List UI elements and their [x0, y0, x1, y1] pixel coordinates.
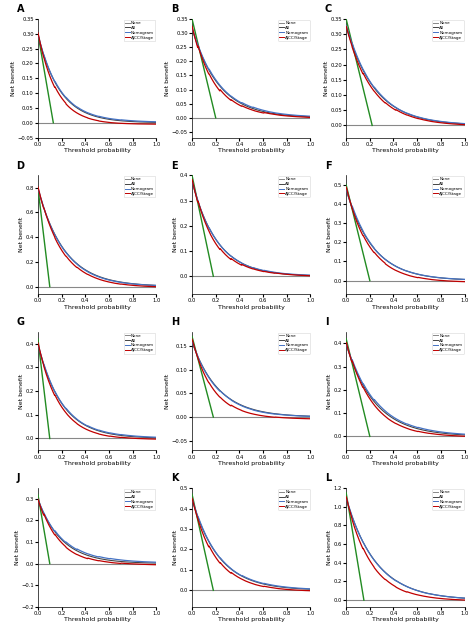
Y-axis label: Net benefit: Net benefit — [19, 374, 24, 409]
Y-axis label: Net benefit: Net benefit — [327, 530, 332, 565]
Y-axis label: Net benefit: Net benefit — [324, 61, 329, 96]
Y-axis label: Net benefit: Net benefit — [165, 374, 170, 409]
Text: E: E — [171, 161, 177, 171]
Legend: None, All, Nomogram, AJCC/Stage: None, All, Nomogram, AJCC/Stage — [432, 176, 464, 197]
Text: A: A — [17, 4, 24, 14]
Y-axis label: Net benefit: Net benefit — [173, 217, 178, 252]
Legend: None, All, Nomogram, AJCC/Stage: None, All, Nomogram, AJCC/Stage — [124, 20, 155, 41]
X-axis label: Threshold probability: Threshold probability — [372, 305, 439, 310]
Text: D: D — [17, 161, 25, 171]
Y-axis label: Net benefit: Net benefit — [327, 374, 332, 409]
Text: K: K — [171, 473, 178, 483]
Text: G: G — [17, 317, 25, 327]
Y-axis label: Net benefit: Net benefit — [327, 217, 332, 252]
Legend: None, All, Nomogram, AJCC/Stage: None, All, Nomogram, AJCC/Stage — [278, 489, 310, 510]
Text: H: H — [171, 317, 179, 327]
X-axis label: Threshold probability: Threshold probability — [372, 617, 439, 623]
X-axis label: Threshold probability: Threshold probability — [218, 148, 285, 153]
Text: L: L — [325, 473, 331, 483]
X-axis label: Threshold probability: Threshold probability — [64, 148, 130, 153]
X-axis label: Threshold probability: Threshold probability — [372, 148, 439, 153]
Legend: None, All, Nomogram, AJCC/Stage: None, All, Nomogram, AJCC/Stage — [278, 20, 310, 41]
Text: I: I — [325, 317, 328, 327]
Y-axis label: Net benefit: Net benefit — [173, 530, 178, 565]
X-axis label: Threshold probability: Threshold probability — [64, 617, 130, 623]
Legend: None, All, Nomogram, AJCC/Stage: None, All, Nomogram, AJCC/Stage — [124, 176, 155, 197]
X-axis label: Threshold probability: Threshold probability — [218, 617, 285, 623]
X-axis label: Threshold probability: Threshold probability — [64, 461, 130, 466]
X-axis label: Threshold probability: Threshold probability — [372, 461, 439, 466]
Y-axis label: Net benefit: Net benefit — [15, 530, 19, 565]
Y-axis label: Net benefit: Net benefit — [11, 61, 16, 96]
Legend: None, All, Nomogram, AJCC/Stage: None, All, Nomogram, AJCC/Stage — [278, 176, 310, 197]
X-axis label: Threshold probability: Threshold probability — [218, 305, 285, 310]
Text: J: J — [17, 473, 20, 483]
Legend: None, All, Nomogram, AJCC/Stage: None, All, Nomogram, AJCC/Stage — [124, 489, 155, 510]
Legend: None, All, Nomogram, AJCC/Stage: None, All, Nomogram, AJCC/Stage — [432, 489, 464, 510]
Text: C: C — [325, 4, 332, 14]
Text: F: F — [325, 161, 331, 171]
X-axis label: Threshold probability: Threshold probability — [218, 461, 285, 466]
Legend: None, All, Nomogram, AJCC/Stage: None, All, Nomogram, AJCC/Stage — [278, 332, 310, 353]
Legend: None, All, Nomogram, AJCC/Stage: None, All, Nomogram, AJCC/Stage — [432, 332, 464, 353]
Text: B: B — [171, 4, 178, 14]
Y-axis label: Net benefit: Net benefit — [165, 61, 170, 96]
Legend: None, All, Nomogram, AJCC/Stage: None, All, Nomogram, AJCC/Stage — [432, 20, 464, 41]
Y-axis label: Net benefit: Net benefit — [19, 217, 24, 252]
Legend: None, All, Nomogram, AJCC/Stage: None, All, Nomogram, AJCC/Stage — [124, 332, 155, 353]
X-axis label: Threshold probability: Threshold probability — [64, 305, 130, 310]
